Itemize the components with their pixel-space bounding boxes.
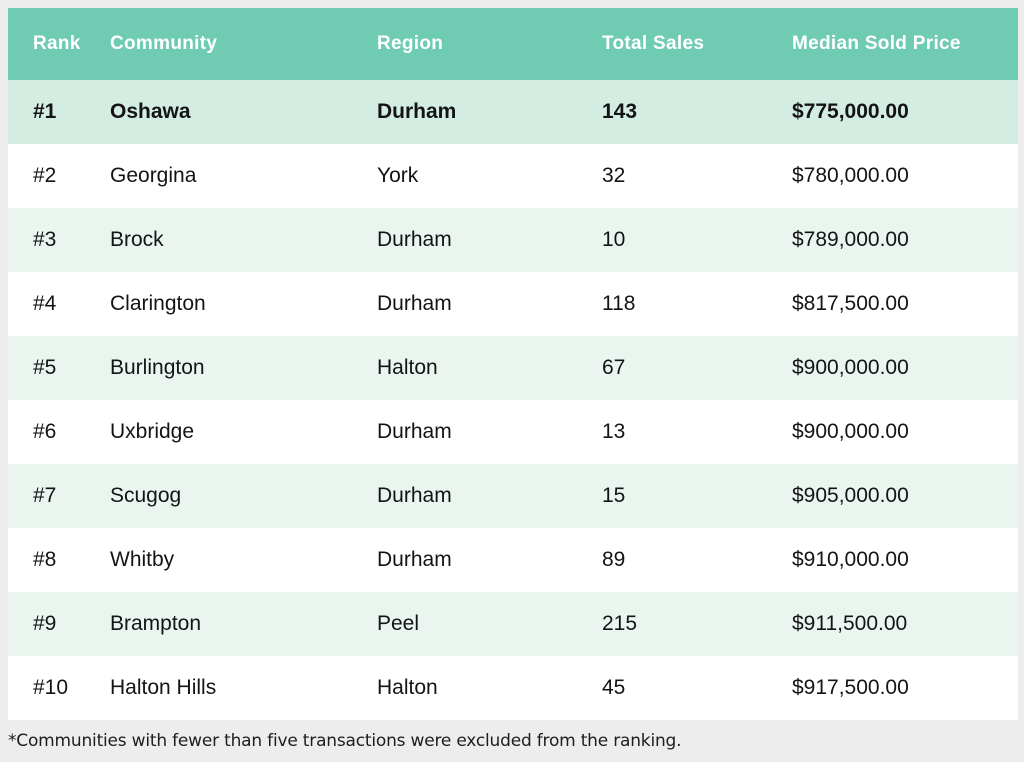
table-cell-community: Uxbridge [110, 420, 195, 443]
table-body: #1 Oshawa Durham 143 $775,000.00 #2 Georgina Yo… [8, 80, 1018, 720]
table-cell-median-sold-price: $905,000.00 [792, 484, 909, 507]
column-header-community: Community [110, 33, 218, 54]
table-cell-rank: #7 [33, 484, 57, 507]
column-header-median-sold-price: Median Sold Price [792, 33, 961, 54]
table-cell-region: Halton [377, 676, 438, 699]
table-cell-median-sold-price: $775,000.00 [792, 100, 909, 123]
table-cell-total-sales: 143 [602, 100, 638, 123]
table-cell-region: Durham [377, 484, 452, 507]
column-header-rank: Rank [33, 33, 81, 54]
table-cell-rank: #5 [33, 356, 57, 379]
table-cell-community: Scugog [110, 484, 182, 507]
table-cell-region: Halton [377, 356, 438, 379]
column-header-region: Region [377, 33, 444, 54]
table-cell-total-sales: 10 [602, 228, 626, 251]
table-cell-median-sold-price: $917,500.00 [792, 676, 909, 699]
table-cell-rank: #3 [33, 228, 57, 251]
table-cell-median-sold-price: $789,000.00 [792, 228, 909, 251]
table-row: #10 Halton Hills Halton 45 $917,500.00 [8, 656, 1018, 720]
table-cell-total-sales: 215 [602, 612, 638, 635]
table-cell-total-sales: 118 [602, 292, 636, 315]
table-cell-total-sales: 15 [602, 484, 626, 507]
table-cell-community: Clarington [110, 292, 206, 315]
table-cell-median-sold-price: $900,000.00 [792, 356, 909, 379]
table-row: #1 Oshawa Durham 143 $775,000.00 [8, 80, 1018, 144]
table-cell-community: Halton Hills [110, 676, 217, 699]
table-cell-community: Brampton [110, 612, 202, 635]
table-cell-total-sales: 67 [602, 356, 626, 379]
footnote: *Communities with fewer than five transa… [8, 731, 682, 751]
table-cell-rank: #1 [33, 100, 57, 123]
table-row: #5 Burlington Halton 67 $900,000.00 [8, 336, 1018, 400]
table-cell-region: Durham [377, 100, 457, 123]
table-cell-median-sold-price: $900,000.00 [792, 420, 909, 443]
table-cell-community: Brock [110, 228, 164, 251]
table-row: #4 Clarington Durham 118 $817,500.00 [8, 272, 1018, 336]
table-cell-rank: #2 [33, 164, 57, 187]
table-row: #6 Uxbridge Durham 13 $900,000.00 [8, 400, 1018, 464]
community-sales-ranking-table: Rank Community Region Total Sales Median… [8, 8, 1018, 720]
table-row: #7 Scugog Durham 15 $905,000.00 [8, 464, 1018, 528]
table-cell-community: Burlington [110, 356, 205, 379]
table-cell-total-sales: 13 [602, 420, 626, 443]
table-cell-median-sold-price: $817,500.00 [792, 292, 909, 315]
table-cell-total-sales: 32 [602, 164, 626, 187]
table-cell-community: Oshawa [110, 100, 191, 123]
table-cell-total-sales: 89 [602, 548, 626, 571]
table-header-row: Rank Community Region Total Sales Median… [8, 8, 1018, 80]
table-cell-rank: #8 [33, 548, 57, 571]
table-cell-region: Durham [377, 548, 452, 571]
table-row: #9 Brampton Peel 215 $911,500.00 [8, 592, 1018, 656]
table-cell-median-sold-price: $780,000.00 [792, 164, 909, 187]
table-cell-median-sold-price: $911,500.00 [792, 612, 908, 635]
table-cell-rank: #6 [33, 420, 57, 443]
table-cell-rank: #10 [33, 676, 69, 699]
table-cell-region: Durham [377, 420, 452, 443]
table-cell-region: Durham [377, 228, 452, 251]
table-cell-rank: #9 [33, 612, 57, 635]
table-cell-region: Durham [377, 292, 452, 315]
table-cell-total-sales: 45 [602, 676, 626, 699]
table-cell-rank: #4 [33, 292, 57, 315]
table-cell-community: Georgina [110, 164, 197, 187]
table-row: #3 Brock Durham 10 $789,000.00 [8, 208, 1018, 272]
table-row: #8 Whitby Durham 89 $910,000.00 [8, 528, 1018, 592]
table-cell-community: Whitby [110, 548, 175, 571]
table-cell-median-sold-price: $910,000.00 [792, 548, 909, 571]
table-cell-region: Peel [377, 612, 420, 635]
table-cell-region: York [377, 164, 419, 187]
table-row: #2 Georgina York 32 $780,000.00 [8, 144, 1018, 208]
column-header-total-sales: Total Sales [602, 33, 705, 54]
